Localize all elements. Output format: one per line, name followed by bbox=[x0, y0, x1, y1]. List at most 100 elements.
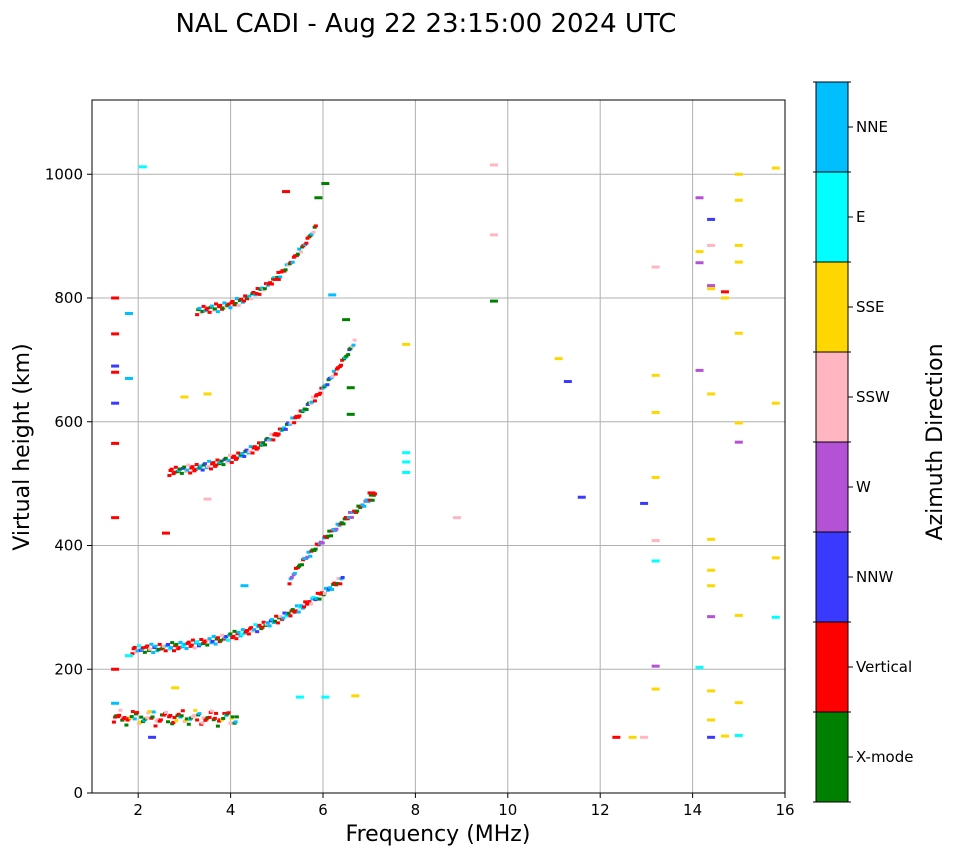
trace-echo-cell bbox=[320, 541, 325, 545]
echo-marks bbox=[111, 163, 780, 739]
trace-echo-cell bbox=[221, 716, 226, 720]
trace-echo-cell bbox=[207, 637, 212, 641]
trace-echo-cell bbox=[314, 596, 319, 600]
trace-echo-cell bbox=[341, 522, 346, 526]
echo-point bbox=[111, 370, 120, 374]
trace-echo-cell bbox=[269, 618, 274, 622]
trace-echo-cell bbox=[276, 432, 281, 436]
trace-echo-cell bbox=[164, 711, 169, 715]
echo-point bbox=[707, 537, 716, 541]
echo-point bbox=[720, 290, 729, 294]
trace-echo-cell bbox=[336, 577, 341, 581]
echo-point bbox=[651, 265, 660, 269]
trace-echo-cell bbox=[344, 354, 349, 358]
trace-echo-cell bbox=[218, 638, 223, 642]
trace-echo-cell bbox=[202, 462, 207, 466]
trace-echo-cell bbox=[147, 710, 152, 714]
trace-echo-cell bbox=[319, 591, 324, 595]
trace-echo-cell bbox=[309, 602, 314, 606]
trace-echo-cell bbox=[205, 643, 210, 647]
trace-echo-cell bbox=[309, 232, 314, 236]
echo-point bbox=[695, 368, 704, 372]
trace-echo-cell bbox=[158, 718, 163, 722]
trace-echo-cell bbox=[234, 297, 239, 301]
trace-echo-cell bbox=[318, 391, 323, 395]
trace-echo-cell bbox=[293, 609, 298, 613]
trace-echo-cell bbox=[327, 529, 332, 533]
trace-echo-cell bbox=[215, 310, 220, 314]
echo-point bbox=[489, 233, 498, 237]
echo-point bbox=[651, 559, 660, 563]
trace-echo-cell bbox=[275, 621, 280, 625]
trace-echo-cell bbox=[275, 275, 280, 279]
echo-point bbox=[734, 243, 743, 247]
trace-echo-cell bbox=[165, 642, 170, 646]
trace-echo-cell bbox=[182, 642, 187, 646]
trace-echo-cell bbox=[276, 270, 281, 274]
trace-echo-cell bbox=[132, 717, 137, 721]
echo-point bbox=[240, 584, 249, 588]
echo-point bbox=[707, 287, 716, 291]
trace-echo-cell bbox=[267, 624, 272, 628]
trace-echo-cell bbox=[190, 465, 195, 469]
echo-point bbox=[111, 441, 120, 445]
colorbar-label-item: W bbox=[856, 478, 871, 496]
x-tick-label: 16 bbox=[775, 801, 794, 819]
trace-echo-cell bbox=[305, 555, 310, 559]
trace-echo-cell bbox=[311, 595, 316, 599]
trace-echo-cell bbox=[288, 614, 293, 618]
trace-echo-cell bbox=[192, 646, 197, 650]
trace-echo-cell bbox=[136, 644, 141, 648]
trace-echo-cell bbox=[304, 407, 309, 411]
trace-echo-cell bbox=[329, 534, 334, 538]
trace-echo-cell bbox=[322, 591, 327, 595]
trace-echo-cell bbox=[232, 629, 237, 633]
trace-echo-cell bbox=[313, 224, 318, 228]
trace-echo-cell bbox=[309, 400, 314, 404]
trace-echo-cell bbox=[278, 275, 283, 279]
trace-echo-cell bbox=[292, 421, 297, 425]
trace-echo-cell bbox=[290, 260, 295, 264]
trace-echo-cell bbox=[208, 467, 213, 471]
echo-point bbox=[314, 196, 323, 200]
trace-echo-cell bbox=[179, 714, 184, 718]
trace-echo-cell bbox=[282, 611, 287, 615]
colorbar-swatch bbox=[816, 712, 848, 802]
echo-point bbox=[707, 568, 716, 572]
y-tick-label: 200 bbox=[54, 660, 83, 678]
trace-echo-cell bbox=[215, 724, 220, 728]
trace-echo-cell bbox=[228, 721, 233, 725]
trace-echo-cell bbox=[308, 554, 313, 558]
trace-echo-cell bbox=[335, 582, 340, 586]
trace-echo-cell bbox=[283, 268, 288, 272]
trace-echo-cell bbox=[195, 313, 200, 317]
trace-echo-cell bbox=[367, 498, 372, 502]
trace-echo-cell bbox=[247, 450, 252, 454]
trace-echo-cell bbox=[305, 236, 310, 240]
echo-point bbox=[321, 182, 330, 186]
echo-point bbox=[707, 217, 716, 221]
trace-echo-cell bbox=[207, 459, 212, 463]
trace-echo-cell bbox=[209, 304, 214, 308]
trace-echo-cell bbox=[230, 299, 235, 303]
colorbar-label-item: X-mode bbox=[856, 748, 913, 766]
trace-echo-cell bbox=[226, 638, 231, 642]
trace-echo-cell bbox=[198, 464, 203, 468]
trace-echo-cell bbox=[245, 629, 250, 633]
echo-point bbox=[707, 584, 716, 588]
trace-echo-cell bbox=[192, 713, 197, 717]
colorbar-frame bbox=[815, 81, 849, 803]
trace-echo-cell bbox=[199, 637, 204, 641]
echo-point bbox=[489, 163, 498, 167]
trace-echo-cell bbox=[228, 632, 233, 636]
trace-echo-cell bbox=[161, 644, 166, 648]
x-tick-label: 12 bbox=[591, 801, 610, 819]
trace-echo-cell bbox=[172, 715, 177, 719]
trace-echo-cell bbox=[222, 301, 227, 305]
echo-point bbox=[734, 440, 743, 444]
echo-point bbox=[695, 261, 704, 265]
echo-point bbox=[180, 395, 189, 399]
trace-echo-cell bbox=[135, 711, 140, 715]
trace-echo-cell bbox=[274, 614, 279, 618]
colorbar-label: Azimuth Direction bbox=[923, 343, 948, 540]
